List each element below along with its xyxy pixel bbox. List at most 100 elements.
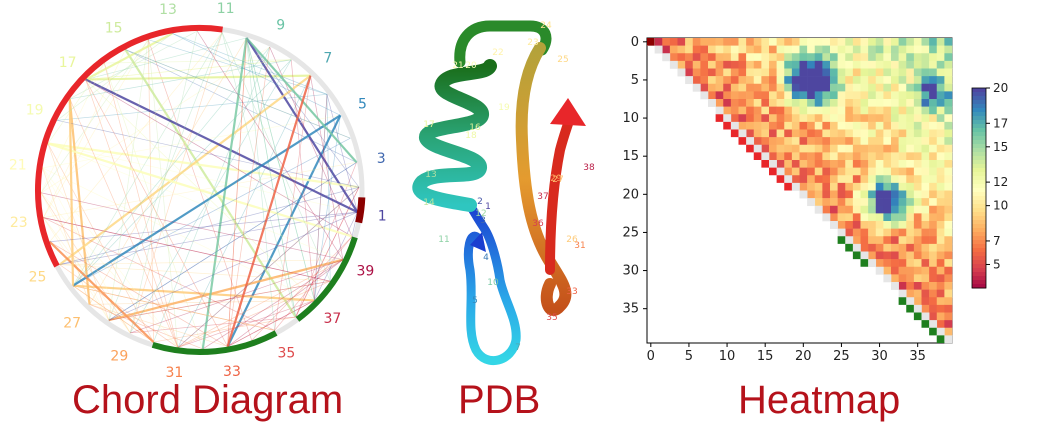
heatmap-cell (769, 38, 777, 46)
heatmap-cell (913, 205, 922, 214)
heatmap-cell (891, 213, 899, 222)
heatmap-cell (715, 53, 724, 62)
heatmap-cell (891, 68, 899, 77)
heatmap-cell (746, 114, 755, 123)
heatmap-cell (868, 160, 877, 168)
heatmap-cell (822, 129, 831, 138)
chord-link (47, 62, 105, 144)
heatmap-cell (868, 76, 877, 85)
heatmap-cell (860, 137, 869, 146)
colorbar-tick-label: 5 (993, 257, 1001, 271)
chord-links (40, 30, 360, 350)
heatmap-cell (837, 182, 846, 191)
heatmap-diagonal (898, 289, 907, 298)
chord-link (85, 79, 315, 301)
heatmap-cell (936, 289, 945, 298)
heatmap-cell (860, 190, 869, 199)
heatmap-cell (944, 182, 953, 191)
heatmap-cell (898, 282, 907, 290)
heatmap-cell (708, 60, 716, 69)
heatmap-diagonal (738, 129, 747, 138)
x-tick-label: 25 (833, 349, 850, 364)
heatmap-cell (898, 144, 907, 153)
colorbar-segment (972, 264, 986, 269)
chord-link (56, 33, 173, 121)
chord-arc-strand-2 (295, 236, 358, 322)
heatmap-diagonal-helix (723, 121, 731, 130)
heatmap-diagonal (799, 190, 808, 199)
residue-label: 36 (532, 219, 544, 229)
heatmap-diagonal (708, 99, 716, 107)
heatmap-cell (929, 60, 938, 69)
protein-ribbon: 1234571011121314161718192021222324252627… (412, 20, 595, 365)
chord-link (108, 280, 331, 321)
heatmap-cell (875, 167, 884, 176)
heatmap-cell (898, 228, 907, 237)
heatmap-cell (944, 91, 953, 100)
heatmap-cell (822, 76, 831, 85)
heatmap-cell (891, 236, 899, 245)
heatmap-cell (875, 182, 884, 191)
heatmap-cell (822, 144, 831, 153)
heatmap-cell (753, 91, 762, 100)
heatmap-cell (700, 83, 709, 92)
heatmap-cell (929, 282, 938, 290)
chord-link (326, 94, 358, 213)
heatmap-cell (845, 99, 854, 107)
chord-link (43, 49, 126, 218)
chord-link (72, 285, 154, 343)
colorbar-segment (972, 236, 986, 241)
heatmap-diagonal-helix (784, 182, 792, 191)
heatmap-cell (913, 76, 922, 85)
heatmap-cell (822, 205, 831, 214)
heatmap-diagonal (677, 68, 686, 77)
heatmap-cell (753, 121, 762, 130)
heatmap-cell (791, 45, 800, 54)
heatmap-cell (898, 137, 907, 146)
heatmap-cell (807, 114, 816, 123)
residue-label: 17 (423, 120, 434, 130)
heatmap-cell (944, 251, 953, 260)
heatmap-cell (830, 38, 838, 46)
heatmap-cell (936, 274, 945, 283)
chord-link (251, 236, 353, 341)
heatmap-diagonal (875, 266, 884, 275)
chord-link (221, 32, 297, 318)
heatmap-cell (791, 76, 800, 85)
heatmap-cell (837, 83, 846, 92)
heatmap-cell (936, 129, 945, 138)
heatmap-cell (891, 243, 899, 252)
heatmap-cell (883, 198, 892, 207)
chord-link (42, 167, 131, 334)
heatmap-cell (944, 106, 953, 115)
chord-link (59, 264, 179, 348)
heatmap-cell (814, 182, 823, 191)
heatmap-cell (860, 68, 869, 77)
heatmap-cell (761, 45, 770, 54)
heatmap-cell (944, 198, 953, 207)
heatmap-cell (799, 114, 808, 123)
heatmap-cell (814, 53, 823, 62)
colorbar-segment (972, 196, 986, 201)
heatmap-cell (837, 198, 846, 207)
heatmap-diagonal (807, 198, 816, 207)
heatmap-cell (898, 160, 907, 168)
heatmap-cell (921, 190, 930, 199)
heatmap-diagonal (891, 282, 899, 290)
heatmap-cell (791, 160, 800, 168)
heatmap-cell (868, 251, 877, 260)
heatmap-cell (837, 53, 846, 62)
heatmap-cell (913, 282, 922, 290)
heatmap-cell (761, 38, 770, 46)
heatmap-cell (913, 53, 922, 62)
chord-node-label: 29 (110, 348, 128, 364)
heatmap-cell (776, 152, 785, 161)
heatmap-cell (898, 259, 907, 268)
heatmap-cell (875, 144, 884, 153)
heatmap-cell (929, 99, 938, 107)
chord-link (40, 62, 105, 193)
heatmap-cell (730, 38, 739, 46)
chord-link (153, 316, 296, 343)
chord-link (246, 37, 297, 318)
chord-link (85, 74, 311, 81)
